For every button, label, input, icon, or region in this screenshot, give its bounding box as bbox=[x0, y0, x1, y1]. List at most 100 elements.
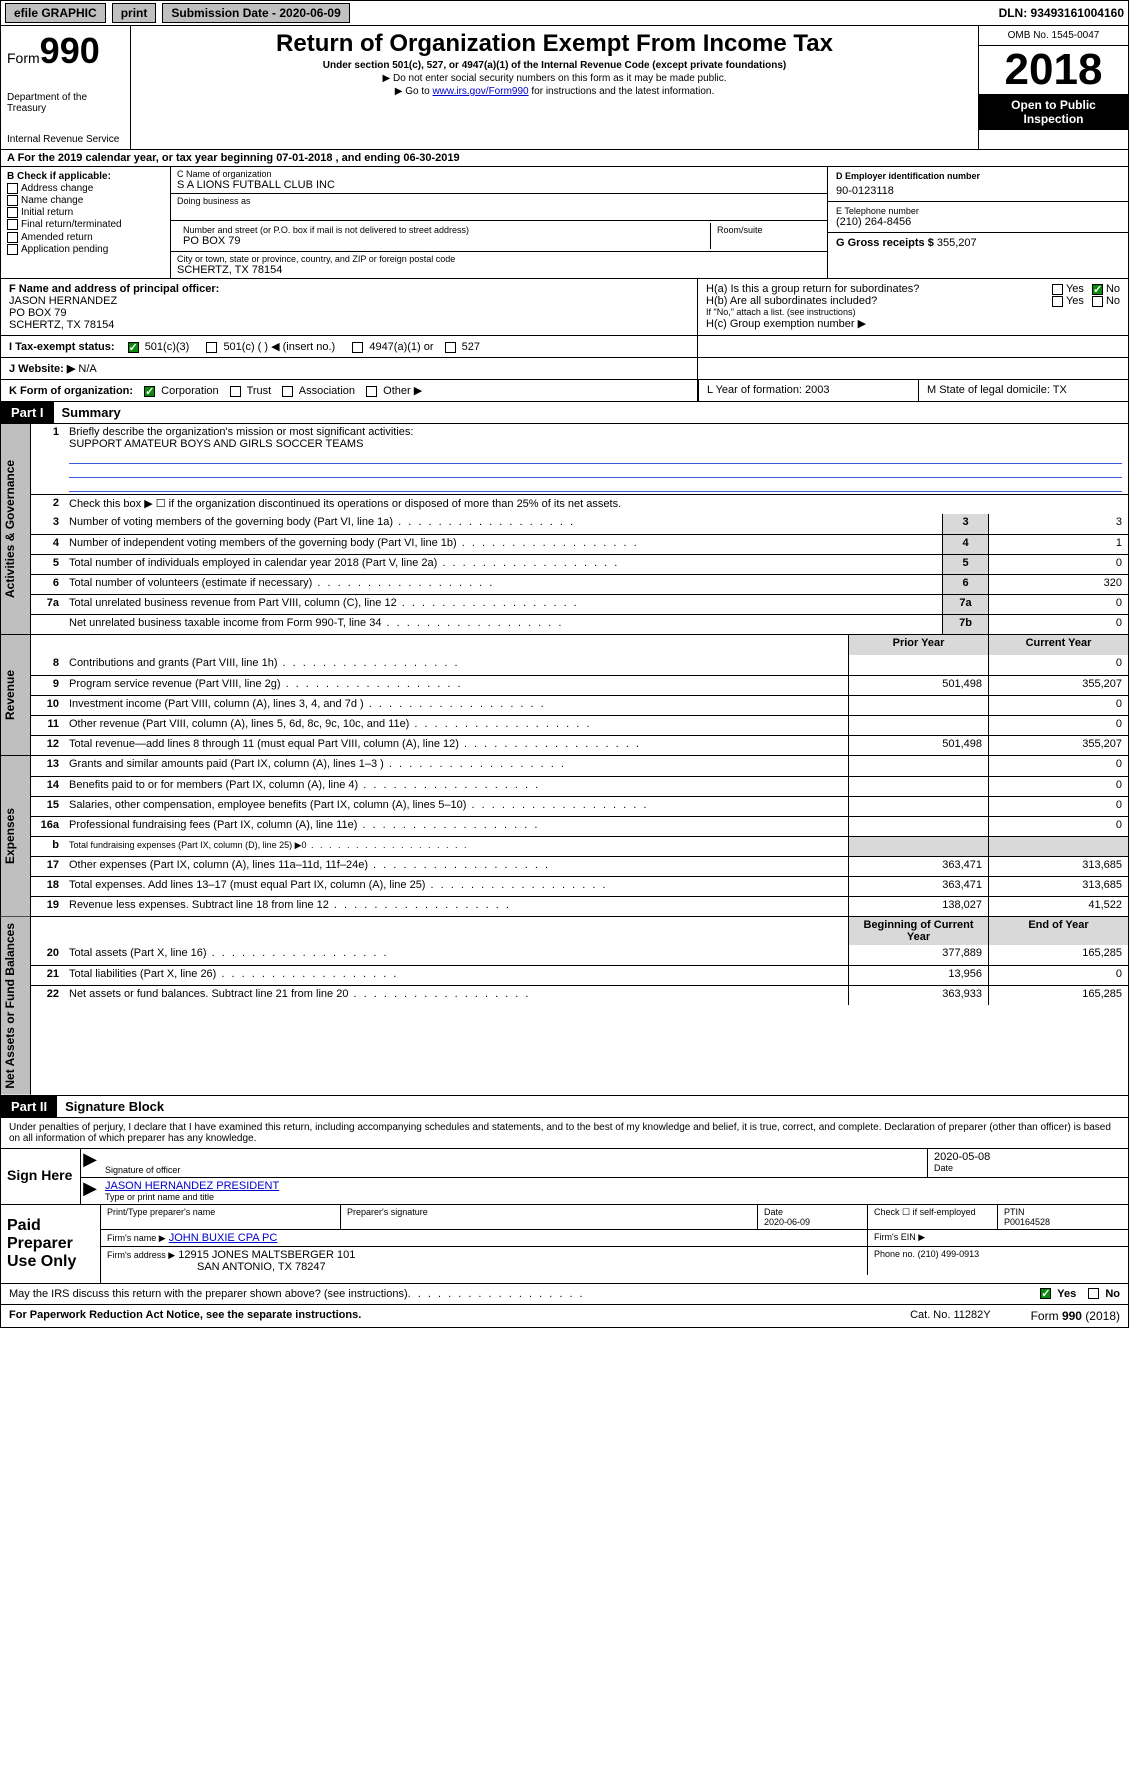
year-formation: L Year of formation: 2003 bbox=[698, 380, 918, 401]
part2-title: Signature Block bbox=[57, 1099, 164, 1114]
perjury-declaration: Under penalties of perjury, I declare th… bbox=[0, 1118, 1129, 1149]
side-netassets: Net Assets or Fund Balances bbox=[1, 917, 31, 1095]
discuss-yes-checkbox[interactable]: ✓ bbox=[1040, 1288, 1051, 1299]
form-header: Form990 Department of the Treasury Inter… bbox=[0, 26, 1129, 150]
prep-selfemp: Check ☐ if self-employed bbox=[868, 1205, 998, 1229]
addr-label: Number and street (or P.O. box if mail i… bbox=[183, 225, 704, 235]
room-label: Room/suite bbox=[717, 225, 815, 235]
chk-4947[interactable] bbox=[352, 342, 363, 353]
section-governance: Activities & Governance 1 Briefly descri… bbox=[0, 424, 1129, 635]
part1-header: Part I Summary bbox=[0, 402, 1129, 424]
header-left: Form990 Department of the Treasury Inter… bbox=[1, 26, 131, 149]
dln-label: DLN: 93493161004160 bbox=[999, 6, 1124, 20]
side-revenue: Revenue bbox=[1, 635, 31, 755]
chk-initial-return[interactable]: Initial return bbox=[7, 207, 164, 218]
org-name: S A LIONS FUTBALL CLUB INC bbox=[177, 179, 821, 191]
city-label: City or town, state or province, country… bbox=[177, 254, 821, 264]
ptin-val: P00164528 bbox=[1004, 1217, 1050, 1227]
note-goto: ▶ Go to www.irs.gov/Form990 for instruct… bbox=[135, 86, 974, 97]
paid-preparer-section: Paid Preparer Use Only Print/Type prepar… bbox=[0, 1205, 1129, 1284]
org-name-label: C Name of organization bbox=[177, 169, 821, 179]
chk-app-pending[interactable]: Application pending bbox=[7, 244, 164, 255]
top-bar: efile GRAPHIC print Submission Date - 20… bbox=[0, 0, 1129, 26]
side-expenses: Expenses bbox=[1, 756, 31, 916]
chk-501c[interactable] bbox=[206, 342, 217, 353]
gross-label: G Gross receipts $ bbox=[836, 237, 934, 249]
box-h: H(a) Is this a group return for subordin… bbox=[698, 279, 1128, 335]
row-f-h: F Name and address of principal officer:… bbox=[0, 279, 1129, 336]
firm-name-link[interactable]: JOHN BUXIE CPA PC bbox=[169, 1232, 278, 1244]
goto-post: for instructions and the latest informat… bbox=[529, 86, 715, 97]
boxes-d-e-g: D Employer identification number 90-0123… bbox=[828, 167, 1128, 278]
table-row: 16aProfessional fundraising fees (Part I… bbox=[31, 816, 1128, 836]
officer-addr2: SCHERTZ, TX 78154 bbox=[9, 319, 114, 331]
h-b-yes-checkbox[interactable] bbox=[1052, 296, 1063, 307]
rule-line bbox=[69, 450, 1122, 464]
hdr-prior-year: Prior Year bbox=[848, 635, 988, 655]
open-to-public: Open to Public Inspection bbox=[979, 94, 1128, 130]
firm-phone: (210) 499-0913 bbox=[918, 1249, 980, 1259]
print-button[interactable]: print bbox=[112, 3, 157, 23]
rule-line bbox=[69, 464, 1122, 478]
chk-amended[interactable]: Amended return bbox=[7, 232, 164, 243]
table-row: 12Total revenue—add lines 8 through 11 (… bbox=[31, 735, 1128, 755]
officer-name: JASON HERNANDEZ bbox=[9, 295, 117, 307]
prep-name-hdr: Print/Type preparer's name bbox=[101, 1205, 341, 1229]
chk-corp[interactable]: ✓ bbox=[144, 386, 155, 397]
chk-assoc[interactable] bbox=[282, 386, 293, 397]
box-b-heading: B Check if applicable: bbox=[7, 171, 164, 182]
table-row: 22Net assets or fund balances. Subtract … bbox=[31, 985, 1128, 1005]
officer-name-label: Type or print name and title bbox=[105, 1192, 1122, 1202]
row-i-label: I Tax-exempt status: bbox=[9, 341, 115, 353]
form-number: Form990 bbox=[7, 30, 124, 72]
summary-line: 4Number of independent voting members of… bbox=[31, 534, 1128, 554]
website-label: J Website: ▶ bbox=[9, 363, 75, 375]
prep-date: 2020-06-09 bbox=[764, 1217, 810, 1227]
cat-no: Cat. No. 11282Y bbox=[910, 1309, 991, 1323]
box-f: F Name and address of principal officer:… bbox=[1, 279, 698, 335]
chk-501c3[interactable]: ✓ bbox=[128, 342, 139, 353]
chk-name-change[interactable]: Name change bbox=[7, 195, 164, 206]
side-governance: Activities & Governance bbox=[1, 424, 31, 634]
table-row: 20Total assets (Part X, line 16)377,8891… bbox=[31, 945, 1128, 965]
table-row: 10Investment income (Part VIII, column (… bbox=[31, 695, 1128, 715]
dots bbox=[408, 1288, 585, 1300]
submission-date-badge: Submission Date - 2020-06-09 bbox=[162, 3, 349, 23]
sig-date-label: Date bbox=[934, 1163, 1122, 1173]
form-subtitle: Under section 501(c), 527, or 4947(a)(1)… bbox=[135, 60, 974, 71]
chk-trust[interactable] bbox=[230, 386, 241, 397]
chk-address-change[interactable]: Address change bbox=[7, 183, 164, 194]
h-b-label: H(b) Are all subordinates included? bbox=[706, 295, 877, 307]
table-row: 9Program service revenue (Part VIII, lin… bbox=[31, 675, 1128, 695]
officer-name-link[interactable]: JASON HERNANDEZ PRESIDENT bbox=[105, 1180, 279, 1192]
tax-year: 2018 bbox=[979, 46, 1128, 94]
arrow-icon: ▶ bbox=[81, 1149, 99, 1177]
phone-label: E Telephone number bbox=[836, 206, 1120, 216]
part1-tag: Part I bbox=[1, 402, 54, 423]
header-right: OMB No. 1545-0047 2018 Open to Public In… bbox=[978, 26, 1128, 149]
table-row: 14Benefits paid to or for members (Part … bbox=[31, 776, 1128, 796]
h-a-yes-checkbox[interactable] bbox=[1052, 284, 1063, 295]
firm-addr-label: Firm's address ▶ bbox=[107, 1250, 175, 1260]
discuss-text: May the IRS discuss this return with the… bbox=[9, 1288, 408, 1300]
part2-header: Part II Signature Block bbox=[0, 1096, 1129, 1118]
part1-title: Summary bbox=[54, 405, 121, 420]
section-netassets: Net Assets or Fund Balances Beginning of… bbox=[0, 917, 1129, 1096]
chk-other[interactable] bbox=[366, 386, 377, 397]
entity-info-grid: B Check if applicable: Address change Na… bbox=[0, 167, 1129, 279]
chk-527[interactable] bbox=[445, 342, 456, 353]
summary-line: 7aTotal unrelated business revenue from … bbox=[31, 594, 1128, 614]
form990-link[interactable]: www.irs.gov/Form990 bbox=[432, 86, 528, 97]
l1-value: SUPPORT AMATEUR BOYS AND GIRLS SOCCER TE… bbox=[69, 438, 363, 450]
prep-sig-hdr: Preparer's signature bbox=[341, 1205, 758, 1229]
city-value: SCHERTZ, TX 78154 bbox=[177, 264, 821, 276]
table-row: 18Total expenses. Add lines 13–17 (must … bbox=[31, 876, 1128, 896]
chk-final-return[interactable]: Final return/terminated bbox=[7, 219, 164, 230]
hdr-boy: Beginning of Current Year bbox=[848, 917, 988, 945]
sign-here-section: Sign Here ▶ Signature of officer 2020-05… bbox=[0, 1149, 1129, 1205]
h-b-no-checkbox[interactable] bbox=[1092, 296, 1103, 307]
h-a-no-checkbox[interactable]: ✓ bbox=[1092, 284, 1103, 295]
box-b: B Check if applicable: Address change Na… bbox=[1, 167, 171, 278]
summary-line: 3Number of voting members of the governi… bbox=[31, 514, 1128, 534]
discuss-no-checkbox[interactable] bbox=[1088, 1288, 1099, 1299]
